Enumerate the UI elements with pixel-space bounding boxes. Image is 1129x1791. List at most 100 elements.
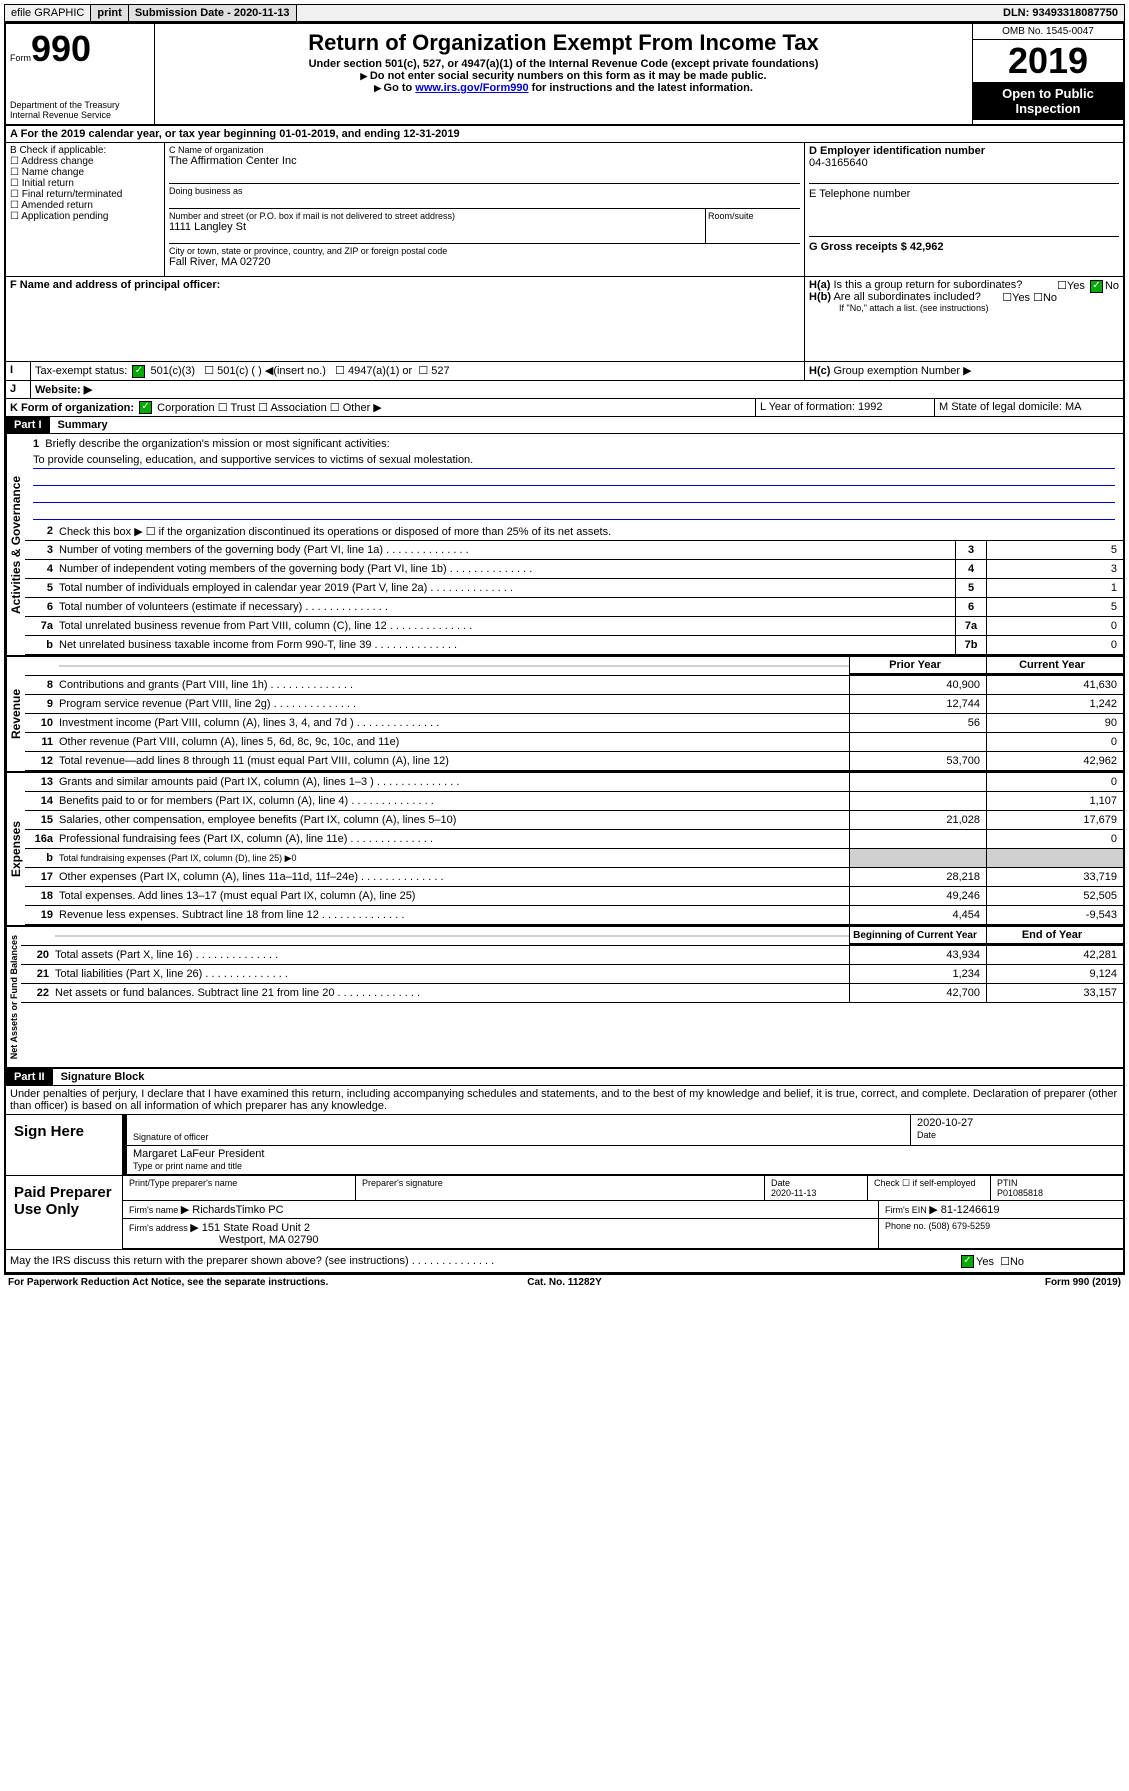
line19-prior: 4,454: [849, 906, 986, 924]
sig-date-val: 2020-10-27: [917, 1117, 1117, 1129]
line4-text: Number of independent voting members of …: [59, 562, 955, 576]
penalty-text: Under penalties of perjury, I declare th…: [6, 1086, 1123, 1115]
line14-curr: 1,107: [986, 792, 1123, 810]
line16a-prior: [849, 830, 986, 848]
g-gross-receipts: G Gross receipts $ 42,962: [809, 237, 1119, 257]
line18-curr: 52,505: [986, 887, 1123, 905]
line8-curr: 41,630: [986, 676, 1123, 694]
officer-name-title: Margaret LaFeur President: [133, 1148, 1117, 1160]
line18-prior: 49,246: [849, 887, 986, 905]
irs-label: Internal Revenue Service: [10, 110, 150, 120]
firm-ein: 81-1246619: [941, 1204, 1000, 1216]
l-year-formation: L Year of formation: 1992: [756, 399, 935, 417]
hb-text: Are all subordinates included?: [833, 291, 980, 303]
chk-address[interactable]: ☐ Address change: [10, 156, 160, 167]
line17-text: Other expenses (Part IX, column (A), lin…: [59, 870, 849, 884]
line14-prior: [849, 792, 986, 810]
line21-text: Total liabilities (Part X, line 26): [55, 967, 849, 981]
subtitle-1: Under section 501(c), 527, or 4947(a)(1)…: [159, 58, 968, 70]
line3-val: 5: [986, 541, 1123, 559]
line10-curr: 90: [986, 714, 1123, 732]
dln-label: DLN: 93493318087750: [997, 5, 1124, 21]
line16b-text: Total fundraising expenses (Part IX, col…: [59, 853, 292, 863]
header-right: OMB No. 1545-0047 2019 Open to Public In…: [972, 24, 1123, 124]
line9-text: Program service revenue (Part VIII, line…: [59, 697, 849, 711]
d-block: D Employer identification number04-31656…: [805, 143, 1123, 276]
period-begin: For the 2019 calendar year, or tax year …: [21, 128, 336, 140]
col-current-year: Current Year: [986, 657, 1123, 675]
box-b-label: B Check if applicable:: [10, 145, 106, 156]
hb-note: If "No," attach a list. (see instruction…: [809, 303, 1119, 313]
line14-text: Benefits paid to or for members (Part IX…: [59, 794, 849, 808]
ha-text: Is this a group return for subordinates?: [833, 279, 1022, 291]
line20-prior: 43,934: [849, 946, 986, 964]
vtab-governance: Activities & Governance: [6, 434, 25, 655]
efile-label: efile GRAPHIC: [5, 5, 91, 21]
line1-text: Briefly describe the organization's miss…: [45, 438, 389, 450]
line21-curr: 9,124: [986, 965, 1123, 983]
name-block: C Name of organizationThe Affirmation Ce…: [165, 143, 805, 276]
prep-name-label: Print/Type preparer's name: [123, 1176, 356, 1200]
line15-prior: 21,028: [849, 811, 986, 829]
chk-pending[interactable]: ☐ Application pending: [10, 211, 160, 222]
line21-prior: 1,234: [849, 965, 986, 983]
print-button[interactable]: print: [91, 5, 128, 21]
prep-date: 2020-11-13: [771, 1188, 816, 1198]
form-title: Return of Organization Exempt From Incom…: [159, 30, 968, 56]
ha-no-check: [1090, 280, 1103, 293]
d-label: D Employer identification number: [809, 145, 1119, 157]
tax-year: 2019: [973, 40, 1123, 82]
line13-curr: 0: [986, 773, 1123, 791]
firm-name: RichardsTimko PC: [192, 1204, 283, 1216]
submission-date-button[interactable]: Submission Date - 2020-11-13: [129, 5, 297, 21]
addr-label: Number and street (or P.O. box if mail i…: [169, 211, 705, 221]
irs-link[interactable]: www.irs.gov/Form990: [415, 82, 528, 94]
prep-sig-label: Preparer's signature: [356, 1176, 765, 1200]
line15-text: Salaries, other compensation, employee b…: [59, 813, 849, 827]
c-label: C Name of organization: [169, 145, 800, 155]
footer-cat: Cat. No. 11282Y: [379, 1277, 750, 1288]
box-b: B Check if applicable: ☐ Address change …: [6, 143, 165, 276]
dba-label: Doing business as: [169, 186, 800, 196]
ptin-value: P01085818: [997, 1188, 1043, 1198]
line2-text: Check this box ▶ ☐ if the organization d…: [59, 524, 1123, 539]
line9-curr: 1,242: [986, 695, 1123, 713]
chk-amended[interactable]: ☐ Amended return: [10, 200, 160, 211]
period-end: , and ending 12-31-2019: [335, 128, 459, 140]
open-inspection: Open to Public Inspection: [973, 82, 1123, 120]
line22-text: Net assets or fund balances. Subtract li…: [55, 986, 849, 1000]
goto-prefix: Go to: [384, 82, 416, 94]
firm-city: Westport, MA 02790: [129, 1234, 318, 1246]
type-name-label: Type or print name and title: [133, 1161, 242, 1171]
check-self-employed: Check ☐ if self-employed: [868, 1176, 991, 1200]
line20-text: Total assets (Part X, line 16): [55, 948, 849, 962]
line16b-val: 0: [292, 853, 297, 863]
firm-address: 151 State Road Unit 2: [202, 1222, 310, 1234]
header-left: Form990 Department of the Treasury Inter…: [6, 24, 155, 124]
vtab-expenses: Expenses: [6, 773, 25, 925]
city-state-zip: Fall River, MA 02720: [169, 256, 800, 268]
part1-title: Summary: [50, 417, 116, 433]
line19-text: Revenue less expenses. Subtract line 18 …: [59, 908, 849, 922]
line16a-text: Professional fundraising fees (Part IX, …: [59, 832, 849, 846]
line10-text: Investment income (Part VIII, column (A)…: [59, 716, 849, 730]
col-end: End of Year: [986, 927, 1123, 945]
line8-text: Contributions and grants (Part VIII, lin…: [59, 678, 849, 692]
line5-val: 1: [986, 579, 1123, 597]
period-row: A For the 2019 calendar year, or tax yea…: [6, 126, 1123, 143]
header-center: Return of Organization Exempt From Incom…: [155, 24, 972, 124]
chk-corp: [139, 401, 152, 414]
line17-curr: 33,719: [986, 868, 1123, 886]
line17-prior: 28,218: [849, 868, 986, 886]
city-label: City or town, state or province, country…: [169, 246, 800, 256]
street-address: 1111 Langley St: [169, 221, 705, 233]
line4-val: 3: [986, 560, 1123, 578]
line3-text: Number of voting members of the governin…: [59, 543, 955, 557]
chk-final[interactable]: ☐ Final return/terminated: [10, 189, 160, 200]
line8-prior: 40,900: [849, 676, 986, 694]
line13-prior: [849, 773, 986, 791]
chk-name[interactable]: ☐ Name change: [10, 167, 160, 178]
line7b-text: Net unrelated business taxable income fr…: [59, 638, 955, 652]
chk-initial[interactable]: ☐ Initial return: [10, 178, 160, 189]
footer-form: Form 990 (2019): [1045, 1277, 1121, 1288]
